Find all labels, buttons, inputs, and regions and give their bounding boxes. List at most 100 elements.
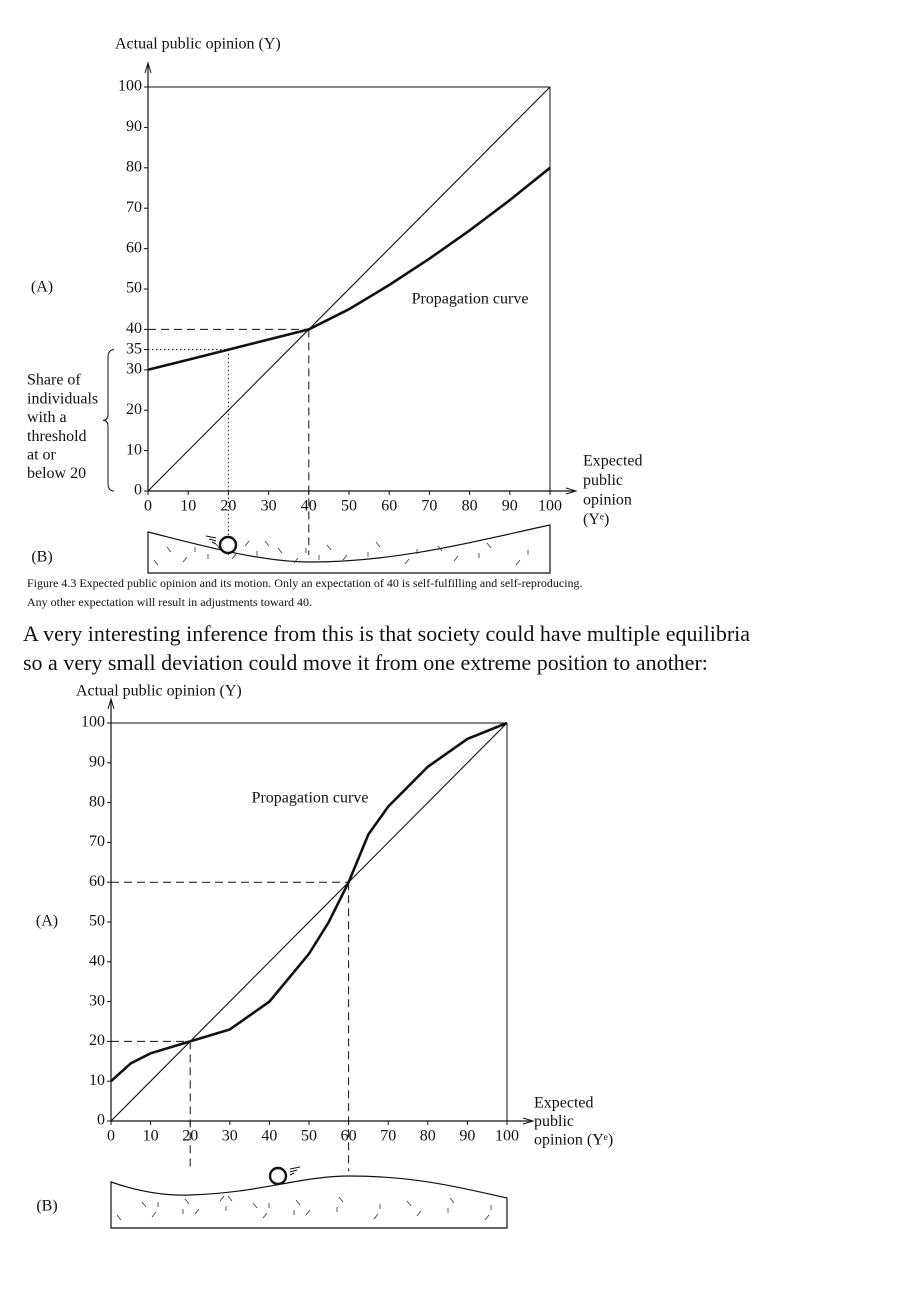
ground-texture <box>449 1197 455 1204</box>
series-line <box>110 722 508 1122</box>
y-tick-label: 10 <box>126 441 142 458</box>
ground-texture <box>231 553 237 560</box>
ground-texture <box>342 554 348 561</box>
x-axis-title: opinion <box>583 492 632 509</box>
y-tick-label: 20 <box>89 1032 105 1049</box>
y-axis-title: Actual public opinion (Y) <box>76 683 242 700</box>
x-tick-label: 80 <box>420 1128 436 1145</box>
x-axis-title: public <box>534 1113 574 1130</box>
y-tick-label: 30 <box>89 992 105 1009</box>
ground-texture <box>453 555 459 562</box>
x-axis-title: opinion (Yᵉ) <box>534 1132 613 1149</box>
y-tick-label: 90 <box>89 753 105 770</box>
y-tick-label: 100 <box>118 78 142 95</box>
ground-texture <box>277 547 283 554</box>
y-axis-arrow <box>107 697 115 710</box>
ground-texture <box>166 546 172 553</box>
ground-texture <box>252 1202 258 1209</box>
y-tick-label: 40 <box>126 320 142 337</box>
y-axis-arrow <box>144 61 152 74</box>
y-tick-label: 90 <box>126 118 142 135</box>
y-tick-label: 60 <box>89 873 105 890</box>
ground-texture <box>373 1213 379 1220</box>
y-tick-label: 60 <box>126 239 142 256</box>
x-axis-arrow <box>565 487 578 495</box>
motion-stroke <box>211 541 217 545</box>
x-axis-title: Expected <box>534 1095 594 1112</box>
x-tick-label: 0 <box>107 1128 115 1145</box>
motion-stroke <box>289 1169 298 1173</box>
ground-texture <box>262 1212 268 1219</box>
ground-texture <box>227 1195 233 1202</box>
x-axis-title: public <box>583 472 623 489</box>
x-tick-label: 100 <box>538 498 562 515</box>
caption-line: Any other expectation will result in adj… <box>27 595 312 609</box>
curve-label: Propagation curve <box>412 291 529 308</box>
brace-label: threshold <box>27 428 87 445</box>
brace-label: below 20 <box>27 465 86 482</box>
paragraph-line: so a very small deviation could move it … <box>23 650 708 675</box>
x-tick-label: 0 <box>144 498 152 515</box>
ground-texture <box>184 1198 190 1205</box>
ground-texture <box>293 557 299 564</box>
brace-label: at or <box>27 446 57 463</box>
x-tick-label: 10 <box>180 498 196 515</box>
brace-label: Share of <box>27 372 81 389</box>
x-axis-title: Expected <box>583 453 643 470</box>
x-tick-label: 70 <box>380 1128 396 1145</box>
ground-texture <box>116 1214 122 1221</box>
x-tick-label: 70 <box>421 498 437 515</box>
y-tick-label: 40 <box>89 952 105 969</box>
y-tick-label: 100 <box>81 714 105 731</box>
y-tick-label: 70 <box>89 833 105 850</box>
ground-texture <box>305 1209 311 1216</box>
x-axis-title: (Yᵉ) <box>583 511 609 528</box>
ground-texture <box>264 540 270 547</box>
y-tick-label: 50 <box>89 913 105 930</box>
y-tick-label: 20 <box>126 401 142 418</box>
x-tick-label: 30 <box>222 1128 238 1145</box>
ground-texture <box>338 1196 344 1203</box>
x-tick-label: 90 <box>459 1128 475 1145</box>
y-tick-label: 80 <box>126 158 142 175</box>
x-tick-label: 10 <box>143 1128 159 1145</box>
panel-label: (A) <box>31 279 53 296</box>
ground-texture <box>244 540 250 547</box>
ground-texture <box>295 1199 301 1206</box>
brace-label: individuals <box>27 390 98 407</box>
y-axis-title: Actual public opinion (Y) <box>115 36 281 53</box>
ground-texture <box>404 558 410 565</box>
motion-stroke <box>289 1172 295 1176</box>
motion-stroke <box>208 538 217 542</box>
brace-label: with a <box>27 409 67 426</box>
y-tick-label: 10 <box>89 1072 105 1089</box>
panel-label: (B) <box>36 1198 57 1215</box>
y-tick-label: 0 <box>134 482 142 499</box>
y-tick-label: 80 <box>89 793 105 810</box>
series-line <box>110 721 508 1083</box>
ground-box <box>147 524 551 574</box>
y-tick-label: 70 <box>126 199 142 216</box>
x-tick-label: 60 <box>381 498 397 515</box>
x-tick-label: 100 <box>495 1128 519 1145</box>
x-axis-arrow <box>522 1117 535 1125</box>
ball <box>218 535 238 555</box>
ground-box <box>110 1175 508 1229</box>
ground-texture <box>437 545 443 552</box>
ball <box>268 1166 288 1186</box>
ground-texture <box>153 559 159 566</box>
ground-texture <box>515 559 521 566</box>
paragraph-line: A very interesting inference from this i… <box>23 621 750 646</box>
caption-line: Figure 4.3 Expected public opinion and i… <box>27 576 583 590</box>
y-tick-label: 50 <box>126 280 142 297</box>
ground-texture <box>326 544 332 551</box>
x-tick-label: 90 <box>502 498 518 515</box>
ground-texture <box>375 541 381 548</box>
ground-texture <box>182 556 188 563</box>
series-line <box>147 166 551 372</box>
ground-texture <box>194 1208 200 1215</box>
ground-texture <box>215 543 221 550</box>
y-tick-label: 30 <box>126 360 142 377</box>
x-tick-label: 50 <box>301 1128 317 1145</box>
